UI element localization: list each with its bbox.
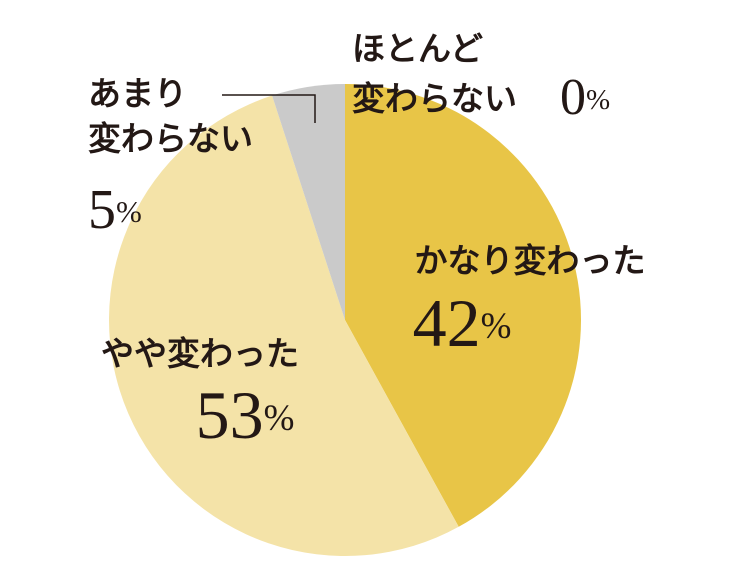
value-unit: % [586,84,610,116]
value-label: 53% [196,377,295,453]
category-line: やや変わった [101,334,299,373]
category-line: ほとんど [352,29,483,68]
pie [108,84,581,557]
value-unit: % [481,306,512,347]
pie-slice [108,95,459,557]
value-number: 0 [560,69,586,126]
category-line: 変わらない [352,79,517,118]
category-label: やや変わった [101,334,299,373]
value-label: 0% [560,69,610,126]
category-line: あまり [88,74,187,113]
value-label: 5% [88,179,142,241]
value-label: 42% [413,285,512,361]
category-label: ほとんど変わらない [352,29,517,118]
pie-slice [272,84,345,320]
value-number: 53 [196,377,264,453]
category-label: かなり変わった [415,241,646,280]
value-unit: % [116,194,142,229]
leader-line [222,94,316,123]
value-unit: % [264,398,295,439]
value-number: 5 [88,179,116,241]
pie-slice [345,84,581,527]
category-line: 変わらない [88,119,253,158]
value-number: 42 [413,285,481,361]
category-label: あまり変わらない [88,74,253,158]
category-line: かなり変わった [415,241,646,280]
